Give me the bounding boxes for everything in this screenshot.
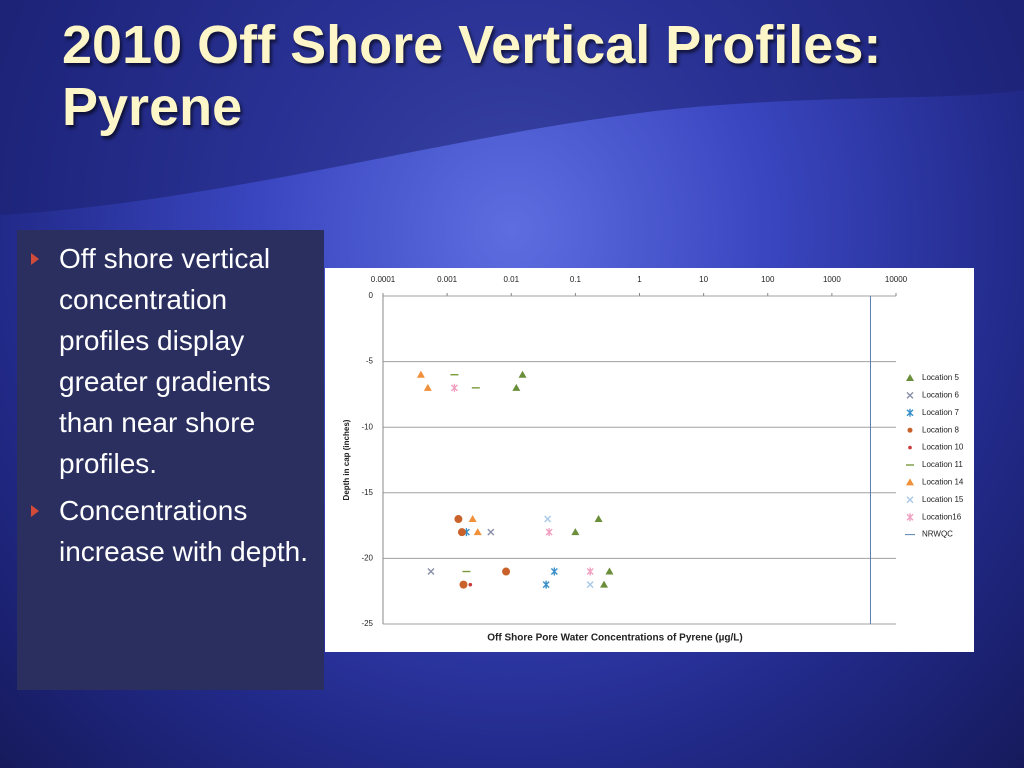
slide-title: 2010 Off Shore Vertical Profiles: Pyrene	[62, 15, 882, 137]
point	[450, 383, 458, 392]
point	[416, 370, 425, 378]
point	[423, 383, 432, 391]
legend-label: Location 14	[922, 478, 964, 487]
x-tick-label: 0.001	[437, 275, 458, 284]
legend-label: NRWQC	[922, 530, 953, 539]
legend-label: Location 8	[922, 425, 959, 434]
point	[457, 528, 466, 537]
legend-symbol	[906, 496, 914, 504]
legend-label: Location 10	[922, 443, 964, 452]
point	[544, 515, 552, 523]
chart-background	[325, 268, 974, 652]
y-tick-label: -5	[366, 357, 374, 366]
y-tick-label: -25	[361, 619, 373, 628]
x-tick-label: 100	[761, 275, 775, 284]
x-axis-title: Off Shore Pore Water Concentrations of P…	[487, 633, 742, 644]
point	[512, 383, 521, 391]
x-tick-label: 10000	[885, 275, 908, 284]
point	[594, 515, 603, 523]
point	[605, 567, 614, 575]
point	[502, 567, 511, 576]
legend-label: Location 7	[922, 408, 959, 417]
legend-symbol	[906, 374, 914, 381]
bullet: Concentrations increase with depth.	[29, 490, 314, 572]
x-tick-label: 0.0001	[371, 275, 396, 284]
chart: Off Shore Pore Water Concentrations of P…	[325, 268, 974, 652]
point	[542, 580, 550, 589]
point	[518, 370, 527, 378]
point	[454, 515, 463, 524]
point	[487, 528, 495, 536]
legend-label: Location16	[922, 512, 962, 521]
point	[459, 580, 468, 589]
legend-symbol	[907, 427, 913, 433]
legend-label: Location 15	[922, 495, 964, 504]
x-tick-label: 10	[699, 275, 708, 284]
x-tick-label: 1000	[823, 275, 841, 284]
point	[427, 568, 435, 576]
point	[545, 528, 553, 537]
point	[468, 515, 477, 523]
point	[550, 567, 558, 576]
legend-symbol	[906, 391, 914, 399]
text-panel: Off shore vertical concentration profile…	[17, 230, 324, 690]
legend-symbol	[906, 513, 914, 522]
point	[473, 528, 482, 536]
legend-label: Location 5	[922, 373, 959, 382]
point	[586, 581, 594, 589]
legend-symbol	[906, 478, 914, 486]
point	[468, 582, 473, 587]
bullet-list: Off shore vertical concentration profile…	[29, 238, 314, 578]
y-tick-label: -20	[361, 554, 373, 563]
x-tick-label: 1	[637, 275, 642, 284]
legend-label: Location 6	[922, 391, 959, 400]
background-wave	[0, 0, 1024, 215]
y-tick-label: 0	[369, 291, 374, 300]
legend-symbol	[906, 408, 914, 417]
point	[571, 528, 580, 536]
bullet: Off shore vertical concentration profile…	[29, 238, 314, 484]
legend-label: Location 11	[922, 460, 963, 469]
x-tick-label: 0.01	[503, 275, 519, 284]
legend-symbol	[908, 445, 912, 450]
y-tick-label: -15	[361, 488, 373, 497]
point	[586, 567, 594, 576]
y-tick-label: -10	[361, 422, 373, 431]
x-tick-label: 0.1	[570, 275, 582, 284]
point	[600, 580, 609, 588]
y-axis-title: Depth in cap (inches)	[342, 419, 351, 500]
